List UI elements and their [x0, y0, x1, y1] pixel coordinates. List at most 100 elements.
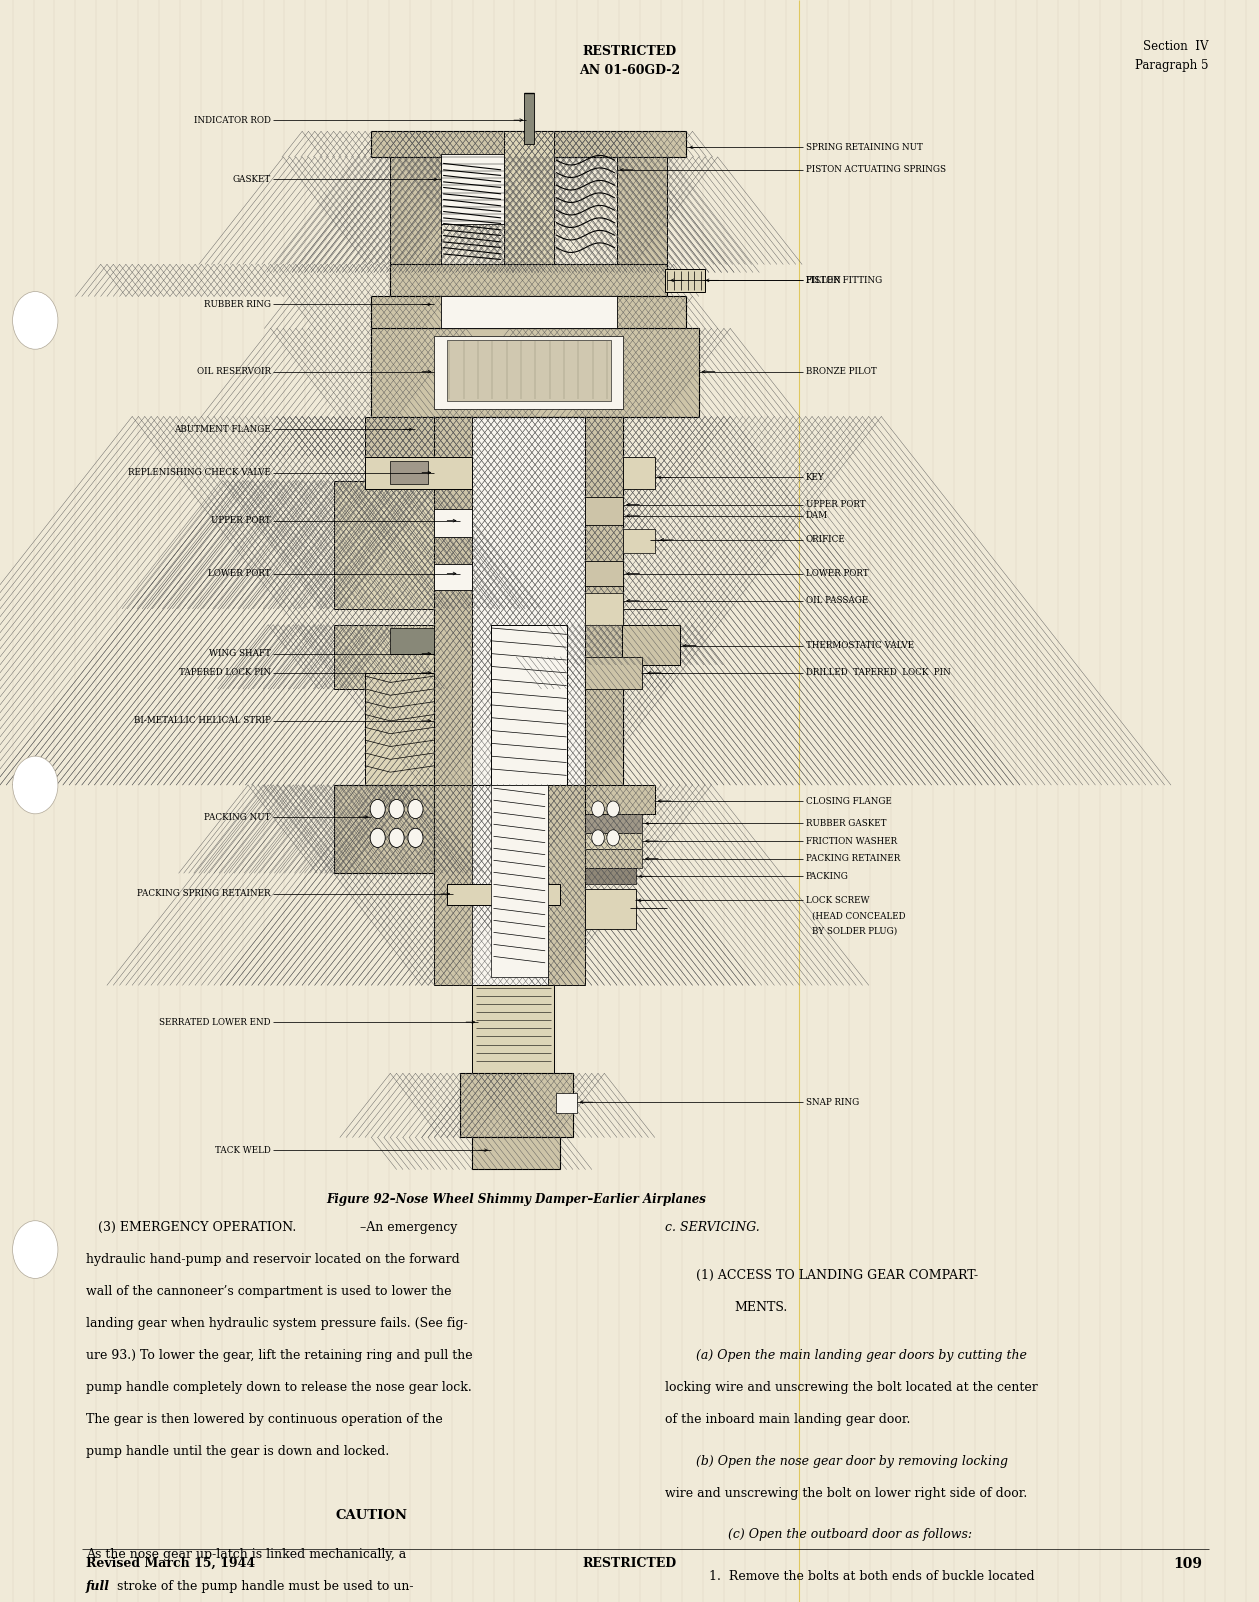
Bar: [441, 296, 617, 328]
Bar: [334, 481, 434, 609]
Text: THERMOSTATIC VALVE: THERMOSTATIC VALVE: [806, 641, 914, 650]
Text: LOCK SCREW: LOCK SCREW: [806, 896, 869, 905]
Bar: [434, 564, 472, 590]
Text: PACKING RETAINER: PACKING RETAINER: [806, 854, 900, 863]
Circle shape: [13, 292, 58, 349]
Bar: [371, 296, 686, 328]
Text: (3) EMERGENCY OPERATION.: (3) EMERGENCY OPERATION.: [86, 1221, 296, 1234]
Text: wire and unscrewing the bolt on lower right side of door.: wire and unscrewing the bolt on lower ri…: [665, 1487, 1027, 1499]
Text: PACKING: PACKING: [806, 871, 849, 881]
Circle shape: [389, 828, 404, 847]
Text: –An emergency: –An emergency: [360, 1221, 457, 1234]
Text: SERRATED LOWER END: SERRATED LOWER END: [159, 1017, 271, 1027]
Text: landing gear when hydraulic system pressure fails. (See fig-: landing gear when hydraulic system press…: [86, 1317, 467, 1330]
Bar: [434, 417, 472, 785]
Text: TAPERED LOCK PIN: TAPERED LOCK PIN: [179, 668, 271, 678]
Bar: [365, 417, 434, 457]
Text: 1.  Remove the bolts at both ends of buckle located: 1. Remove the bolts at both ends of buck…: [709, 1570, 1035, 1583]
Text: GASKET: GASKET: [233, 175, 271, 184]
Bar: [585, 657, 642, 689]
Bar: [585, 593, 623, 625]
Circle shape: [389, 799, 404, 819]
Bar: [371, 131, 686, 157]
Bar: [365, 673, 434, 785]
Bar: [585, 849, 642, 868]
Circle shape: [592, 830, 604, 846]
Bar: [390, 264, 667, 296]
Text: RUBBER GASKET: RUBBER GASKET: [806, 819, 886, 828]
Bar: [585, 497, 623, 525]
Circle shape: [13, 756, 58, 814]
Circle shape: [370, 799, 385, 819]
Bar: [585, 814, 642, 833]
Bar: [556, 1093, 577, 1113]
Bar: [623, 529, 655, 553]
Text: PISTON ACTUATING SPRINGS: PISTON ACTUATING SPRINGS: [806, 165, 946, 175]
Bar: [460, 1073, 573, 1137]
Bar: [623, 457, 655, 489]
Text: SPRING RETAINING NUT: SPRING RETAINING NUT: [806, 143, 923, 152]
Text: BI-METALLIC HELICAL STRIP: BI-METALLIC HELICAL STRIP: [133, 716, 271, 726]
Text: ABUTMENT FLANGE: ABUTMENT FLANGE: [174, 425, 271, 434]
Text: 109: 109: [1173, 1557, 1202, 1572]
Text: OIL PASSAGE: OIL PASSAGE: [806, 596, 867, 606]
Text: RESTRICTED: RESTRICTED: [583, 1557, 676, 1570]
Bar: [447, 884, 560, 905]
Bar: [434, 785, 585, 985]
Bar: [434, 417, 623, 785]
Bar: [622, 625, 680, 665]
Bar: [617, 157, 667, 264]
Bar: [390, 461, 428, 484]
Text: stroke of the pump handle must be used to un-: stroke of the pump handle must be used t…: [113, 1580, 414, 1592]
Text: As the nose gear up-latch is linked mechanically, a: As the nose gear up-latch is linked mech…: [86, 1548, 405, 1560]
Text: pump handle completely down to release the nose gear lock.: pump handle completely down to release t…: [86, 1381, 471, 1394]
Text: KEY: KEY: [806, 473, 825, 482]
Text: INDICATOR ROD: INDICATOR ROD: [194, 115, 271, 125]
Text: MENTS.: MENTS.: [734, 1301, 787, 1314]
Circle shape: [370, 828, 385, 847]
Text: UPPER PORT: UPPER PORT: [806, 500, 865, 509]
Text: LOWER PORT: LOWER PORT: [806, 569, 869, 578]
Text: BRONZE PILOT: BRONZE PILOT: [806, 367, 876, 376]
Bar: [472, 1137, 560, 1169]
Bar: [371, 328, 699, 417]
Bar: [504, 131, 554, 272]
Bar: [434, 336, 623, 409]
Bar: [665, 269, 705, 292]
Bar: [434, 785, 472, 985]
Text: DRILLED  TAPERED  LOCK  PIN: DRILLED TAPERED LOCK PIN: [806, 668, 951, 678]
Text: (HEAD CONCEALED: (HEAD CONCEALED: [812, 912, 905, 921]
Text: REPLENISHING CHECK VALVE: REPLENISHING CHECK VALVE: [128, 468, 271, 477]
Text: c. SERVICING.: c. SERVICING.: [665, 1221, 759, 1234]
Bar: [585, 785, 655, 814]
Bar: [334, 785, 434, 873]
Text: PACKING NUT: PACKING NUT: [204, 812, 271, 822]
Text: UPPER PORT: UPPER PORT: [212, 516, 271, 525]
Text: FRICTION WASHER: FRICTION WASHER: [806, 836, 896, 846]
Bar: [472, 985, 554, 1073]
Bar: [585, 417, 623, 785]
Bar: [585, 833, 642, 849]
Text: PISTON: PISTON: [806, 276, 841, 285]
Text: (b) Open the nose gear door by removing locking: (b) Open the nose gear door by removing …: [696, 1455, 1008, 1467]
Bar: [447, 340, 611, 400]
Bar: [585, 561, 623, 586]
Circle shape: [408, 799, 423, 819]
Text: ORIFICE: ORIFICE: [806, 535, 846, 545]
Circle shape: [607, 801, 619, 817]
Text: Paragraph 5: Paragraph 5: [1136, 59, 1209, 72]
Text: CLOSING FLANGE: CLOSING FLANGE: [806, 796, 891, 806]
Text: AN 01-60GD-2: AN 01-60GD-2: [579, 64, 680, 77]
Text: Figure 92–Nose Wheel Shimmy Damper–Earlier Airplanes: Figure 92–Nose Wheel Shimmy Damper–Earli…: [326, 1193, 706, 1206]
Bar: [441, 154, 504, 224]
Text: TACK WELD: TACK WELD: [215, 1145, 271, 1155]
Bar: [334, 625, 434, 689]
Bar: [365, 457, 472, 489]
Text: (a) Open the main landing gear doors by cutting the: (a) Open the main landing gear doors by …: [696, 1349, 1027, 1362]
Bar: [491, 625, 567, 785]
Text: WING SHAFT: WING SHAFT: [209, 649, 271, 658]
Text: of the inboard main landing gear door.: of the inboard main landing gear door.: [665, 1413, 910, 1426]
Bar: [585, 889, 636, 929]
Text: wall of the cannoneer’s compartment is used to lower the: wall of the cannoneer’s compartment is u…: [86, 1285, 451, 1298]
Text: The gear is then lowered by continuous operation of the: The gear is then lowered by continuous o…: [86, 1413, 442, 1426]
